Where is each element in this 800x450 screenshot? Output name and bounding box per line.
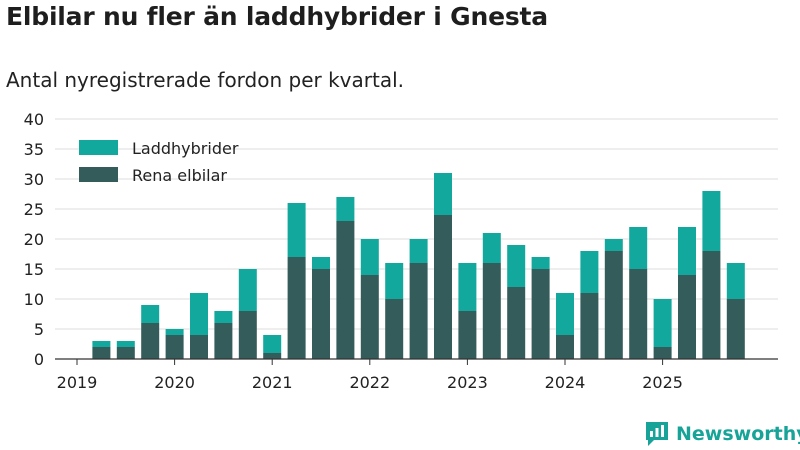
newsworthy-logo-icon [646,422,668,446]
bar-elbilar-14 [409,263,428,359]
x-tick-label-2024: 2024 [545,373,586,392]
x-axis: 2019 2020 2021 2022 2023 2024 2025 [55,358,778,392]
legend-swatch-laddhybrider [79,140,118,155]
bar-laddhybrider-12 [360,239,379,275]
bar-laddhybrider-13 [385,263,404,299]
bar-elbilar-4 [165,335,184,359]
bar-elbilar-18 [507,287,526,359]
chart-title: Elbilar nu fler än laddhybrider i Gnesta [6,2,548,31]
y-tick-label-15: 15 [24,260,44,279]
bar-elbilar-23 [629,269,648,359]
y-tick-label-35: 35 [24,140,44,159]
bar-elbilar-11 [336,221,355,359]
bar-laddhybrider-17 [482,233,501,263]
bar-laddhybrider-21 [580,251,599,293]
bar-laddhybrider-3 [141,305,160,323]
bar-elbilar-25 [678,275,696,359]
chart-subtitle: Antal nyregistrerade fordon per kvartal. [6,68,405,92]
y-tick-label-25: 25 [24,200,44,219]
bar-elbilar-15 [434,215,452,359]
bar-elbilar-3 [141,323,160,359]
y-tick-label-30: 30 [24,170,44,189]
bar-elbilar-6 [214,323,233,359]
bar-laddhybrider-20 [556,293,574,335]
bar-elbilar-20 [556,335,574,359]
legend-label-elbilar: Rena elbilar [132,166,227,185]
y-tick-label-0: 0 [34,350,44,369]
y-tick-label-10: 10 [24,290,44,309]
bar-elbilar-22 [604,251,623,359]
x-tick-label-2022: 2022 [349,373,390,392]
y-tick-label-40: 40 [24,110,44,129]
bar-elbilar-26 [702,251,721,359]
bar-elbilar-24 [653,347,672,359]
x-tick-label-2019: 2019 [57,373,98,392]
bar-laddhybrider-18 [507,245,526,287]
bar-laddhybrider-10 [312,257,330,269]
x-tick-label-2020: 2020 [154,373,195,392]
bar-laddhybrider-27 [726,263,745,299]
bar-laddhybrider-5 [190,293,208,335]
bar-laddhybrider-6 [214,311,233,323]
brand-name: Newsworthy [676,423,800,445]
bar-elbilar-2 [116,347,135,359]
bar-laddhybrider-15 [434,173,452,215]
bar-laddhybrider-7 [238,269,257,311]
x-tick-label-2021: 2021 [252,373,293,392]
bar-elbilar-13 [385,299,404,359]
bar-elbilar-1 [92,347,111,359]
bar-elbilar-5 [190,335,208,359]
bar-elbilar-17 [482,263,501,359]
bar-laddhybrider-25 [678,227,696,275]
x-tick-label-2023: 2023 [447,373,488,392]
bar-laddhybrider-26 [702,191,721,251]
bar-elbilar-16 [458,311,477,359]
brand-logo: Newsworthy [644,420,800,448]
x-tick-label-2025: 2025 [642,373,683,392]
bar-laddhybrider-16 [458,263,477,311]
bar-laddhybrider-2 [116,341,135,347]
bar-laddhybrider-1 [92,341,111,347]
bar-laddhybrider-23 [629,227,648,269]
legend-swatch-elbilar [79,167,118,182]
bar-elbilar-12 [360,275,379,359]
bar-laddhybrider-8 [263,335,282,353]
bar-elbilar-21 [580,293,599,359]
legend-label-laddhybrider: Laddhybrider [132,139,239,158]
bar-elbilar-9 [287,257,306,359]
y-tick-label-20: 20 [24,230,44,249]
bar-elbilar-27 [726,299,745,359]
bar-laddhybrider-4 [165,329,184,335]
bars [92,173,745,359]
bar-elbilar-7 [238,311,257,359]
bar-elbilar-8 [263,353,282,359]
y-axis-ticks: 0 5 10 15 20 25 30 35 40 [24,110,44,369]
legend: Laddhybrider Rena elbilar [79,139,239,185]
bar-elbilar-19 [531,269,550,359]
bar-laddhybrider-22 [604,239,623,251]
bar-laddhybrider-19 [531,257,550,269]
bar-laddhybrider-14 [409,239,428,263]
bar-elbilar-10 [312,269,330,359]
bar-laddhybrider-24 [653,299,672,347]
bar-laddhybrider-9 [287,203,306,257]
bar-laddhybrider-11 [336,197,355,221]
y-tick-label-5: 5 [34,320,44,339]
